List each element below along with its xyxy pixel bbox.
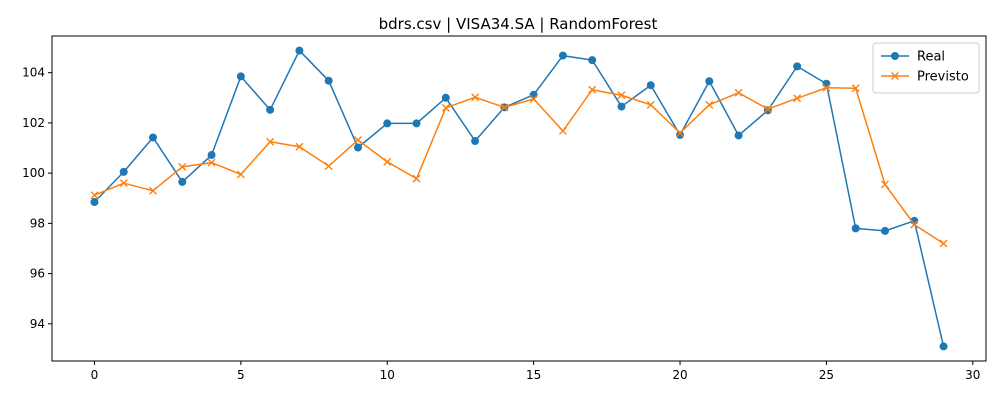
data-point [236,170,245,179]
y-tick-label: 96 [30,267,45,281]
y-tick-label: 104 [22,66,45,80]
legend-label: Real [917,50,945,65]
data-point [939,239,948,248]
data-point [207,151,216,160]
data-point [851,84,860,93]
legend-item-previsto: Previsto [881,70,969,85]
data-point [295,46,304,55]
data-point [705,100,714,109]
data-point [324,162,333,171]
data-point [383,119,392,128]
data-point [149,133,158,142]
data-point [441,93,450,102]
series-line-previsto [94,86,944,245]
data-point [236,72,245,81]
data-point [149,186,158,195]
data-point [471,93,480,102]
data-point [676,130,685,139]
data-point [939,342,948,351]
series-line-real [93,49,945,347]
data-point [207,158,216,167]
y-tick-label: 98 [30,216,45,230]
data-point [880,180,889,189]
x-tick-label: 10 [380,368,395,382]
data-point [793,62,802,71]
axes-frame [51,35,987,362]
data-point [705,77,714,86]
legend-label: Previsto [917,70,969,85]
data-point [763,105,772,114]
data-point [90,191,99,200]
data-point [119,167,128,176]
x-tick-label: 5 [237,368,245,382]
chart-title: bdrs.csv | VISA34.SA | RandomForest [379,15,658,33]
legend-marker [891,72,899,80]
data-point [441,103,450,112]
data-point [500,103,509,112]
data-point [266,137,275,146]
data-point [383,157,392,166]
x-tick-label: 20 [672,368,687,382]
data-point [353,143,362,152]
legend: Real Previsto [872,42,980,94]
y-tick-label: 100 [22,166,45,180]
data-point [851,224,860,233]
data-point [471,136,480,145]
data-point [558,51,567,60]
data-point [617,91,626,100]
data-point [588,85,597,94]
data-point [822,83,831,92]
data-point [353,135,362,144]
data-point [617,102,626,111]
data-point [266,105,275,114]
x-tick-label: 0 [91,368,99,382]
data-point [646,81,655,90]
data-point [646,100,655,109]
data-point [324,76,333,85]
data-point [90,198,99,207]
data-point [119,179,128,188]
data-point [412,174,421,183]
legend-marker [891,52,899,60]
data-point [734,88,743,97]
data-point [529,95,538,104]
series-previsto [90,83,948,248]
x-tick-label: 25 [819,368,834,382]
data-point [295,142,304,151]
x-axis: 0 5 10 15 20 25 30 [91,361,980,382]
data-point [793,94,802,103]
data-point [734,131,743,140]
y-tick-label: 94 [30,317,45,331]
y-tick-label: 102 [22,116,45,130]
data-point [880,226,889,235]
legend-item-real: Real [881,50,945,65]
series-real [90,46,948,351]
data-point [910,220,919,229]
data-point [178,177,187,186]
data-point [822,79,831,88]
plot-area [90,46,948,351]
data-point [588,56,597,65]
x-tick-label: 15 [526,368,541,382]
data-point [529,90,538,99]
data-point [558,126,567,135]
data-point [676,128,685,137]
x-tick-label: 30 [965,368,980,382]
data-point [178,162,187,171]
data-point [412,119,421,128]
y-axis: 94 96 98 100 102 104 [22,66,52,331]
